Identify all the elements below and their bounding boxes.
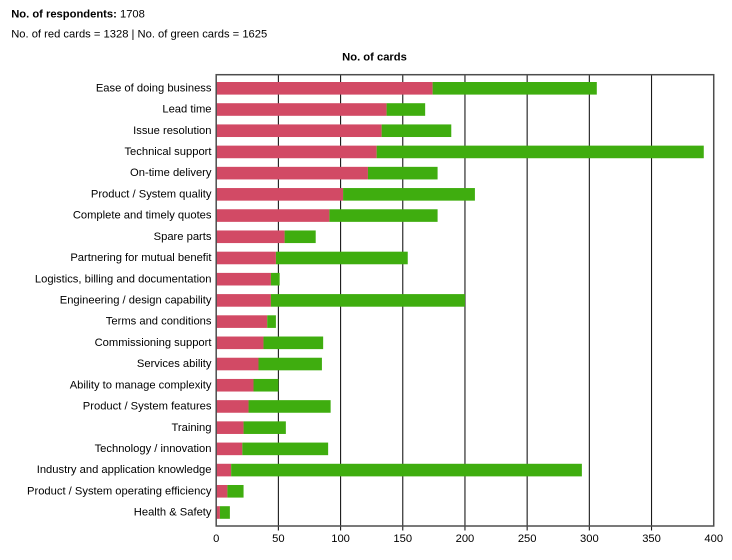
svg-text:No. of cards: No. of cards (342, 52, 407, 64)
svg-text:Health & Safety: Health & Safety (134, 507, 212, 519)
svg-text:No. of red cards = 1328 | No.: No. of red cards = 1328 | No. of green c… (11, 28, 267, 40)
svg-text:250: 250 (518, 533, 537, 545)
svg-text:0: 0 (213, 533, 219, 545)
svg-text:No. of respondents: 1708: No. of respondents: 1708 (11, 9, 145, 21)
svg-text:Lead time: Lead time (162, 104, 211, 116)
svg-text:Product / System operating eff: Product / System operating efficiency (27, 485, 212, 497)
svg-text:Product / System features: Product / System features (83, 401, 212, 413)
svg-text:350: 350 (642, 533, 661, 545)
svg-text:50: 50 (272, 533, 284, 545)
svg-text:400: 400 (704, 533, 723, 545)
svg-text:150: 150 (393, 533, 412, 545)
svg-text:On-time delivery: On-time delivery (130, 167, 212, 179)
svg-text:Terms and conditions: Terms and conditions (106, 316, 212, 328)
svg-text:100: 100 (331, 533, 350, 545)
svg-text:Product / System quality: Product / System quality (91, 188, 212, 200)
svg-text:Partnering for mutual benefit: Partnering for mutual benefit (70, 252, 212, 264)
svg-text:300: 300 (580, 533, 599, 545)
svg-text:Ability to manage complexity: Ability to manage complexity (70, 379, 212, 391)
svg-text:Industry and application knowl: Industry and application knowledge (37, 464, 212, 476)
svg-text:Training: Training (171, 422, 211, 434)
svg-text:Engineering / design capabilit: Engineering / design capability (60, 295, 212, 307)
svg-text:Ease of doing business: Ease of doing business (96, 82, 212, 94)
svg-text:Technology / innovation: Technology / innovation (95, 443, 212, 455)
svg-text:Issue resolution: Issue resolution (133, 125, 211, 137)
svg-text:Complete and timely quotes: Complete and timely quotes (73, 210, 212, 222)
svg-text:200: 200 (456, 533, 475, 545)
svg-text:Logistics, billing and documen: Logistics, billing and documentation (35, 273, 212, 285)
svg-text:Technical support: Technical support (124, 146, 212, 158)
svg-text:Services ability: Services ability (137, 358, 212, 370)
svg-text:Commissioning support: Commissioning support (95, 337, 213, 349)
svg-text:Spare parts: Spare parts (154, 231, 212, 243)
